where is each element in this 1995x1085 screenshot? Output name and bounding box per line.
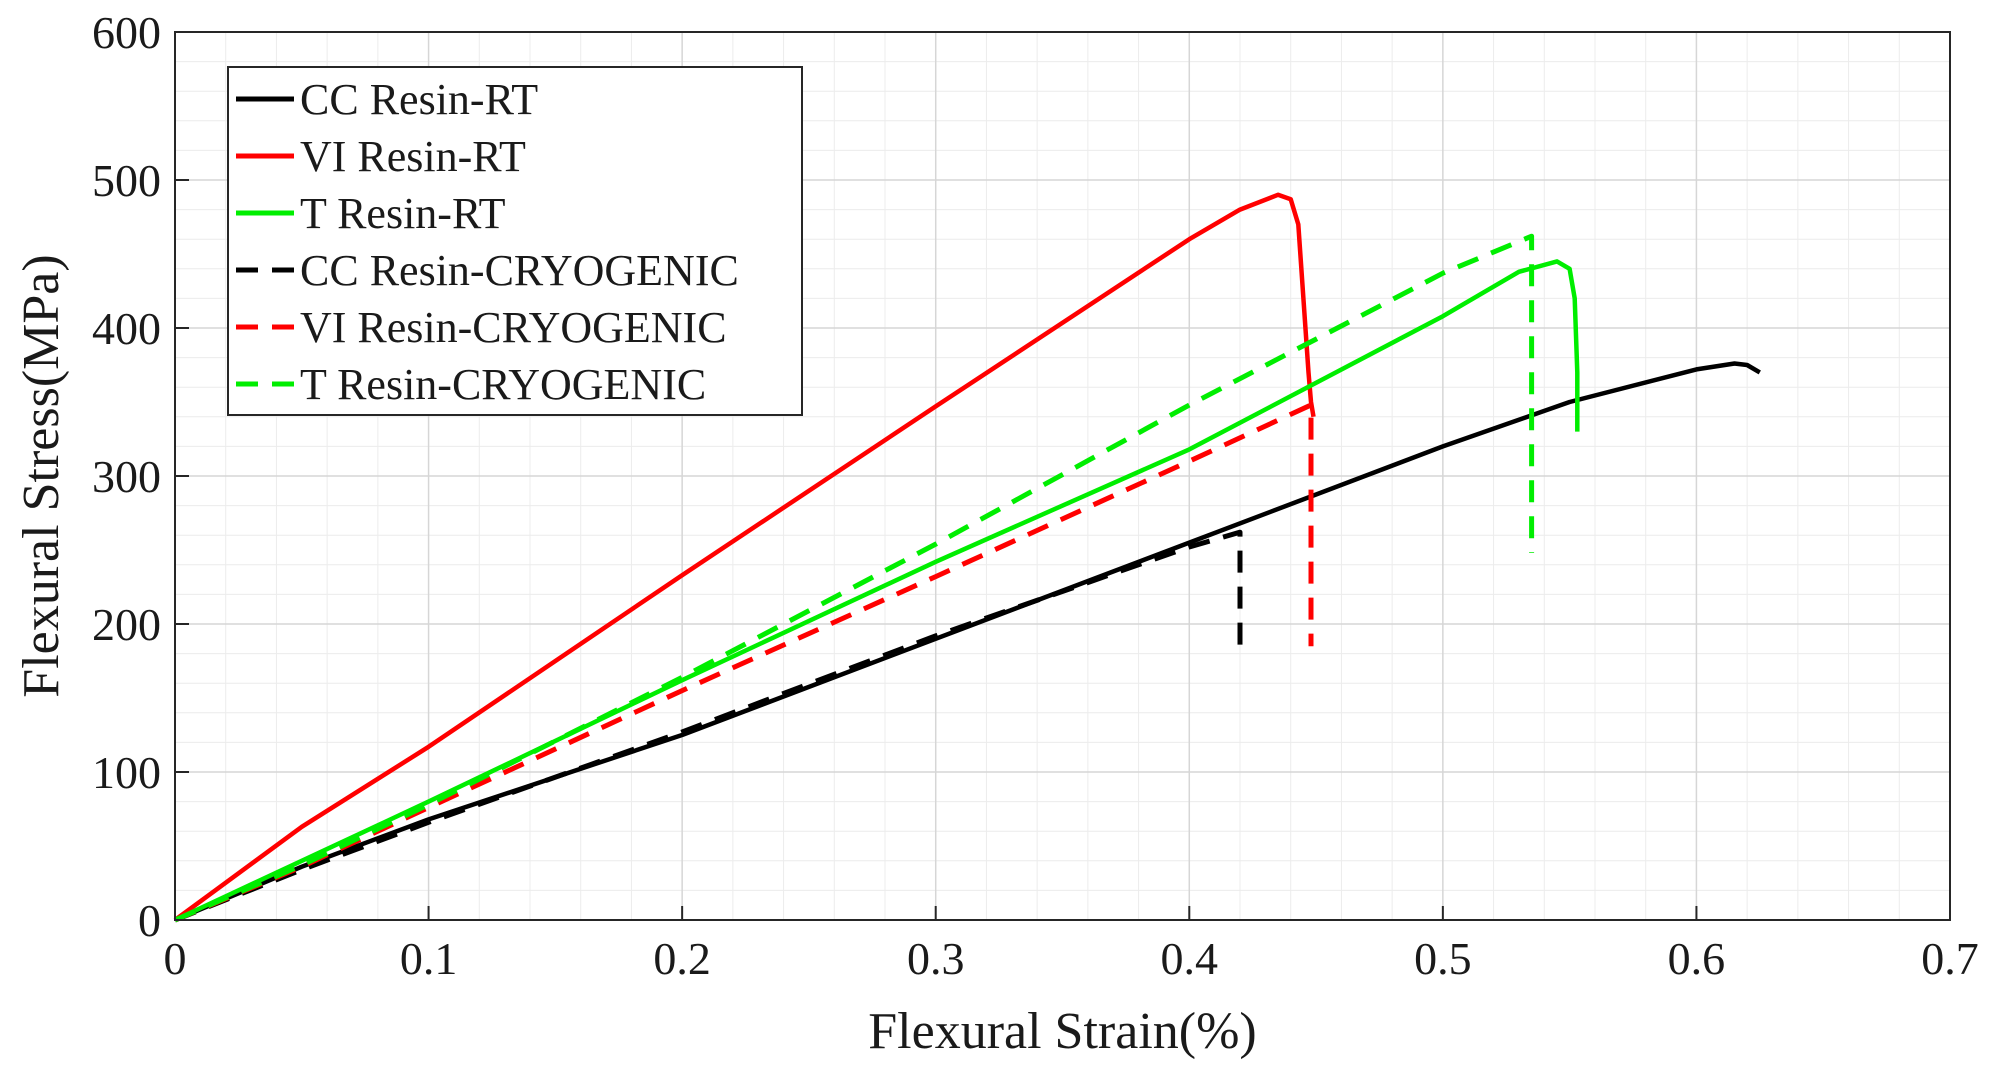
legend-label: VI Resin-RT [300, 132, 526, 181]
x-axis-title: Flexural Strain(%) [868, 1003, 1256, 1060]
legend-entry: CC Resin-RT [236, 75, 538, 124]
legend-label: T Resin-CRYOGENIC [300, 360, 706, 409]
x-tick-label: 0.2 [653, 933, 711, 984]
y-tick-label: 500 [92, 155, 161, 206]
legend-box [227, 66, 803, 416]
x-tick-label: 0.5 [1414, 933, 1472, 984]
y-tick-label: 400 [92, 303, 161, 354]
series-line-t-resin-rt [174, 259, 1580, 923]
legend-label: VI Resin-CRYOGENIC [300, 303, 727, 352]
x-tick-label: 0 [164, 933, 187, 984]
series-line-cc-resin-rt [174, 361, 1761, 923]
legend-entry: CC Resin-CRYOGENIC [236, 246, 739, 295]
legend-label: CC Resin-RT [300, 75, 538, 124]
legend-label: T Resin-RT [300, 189, 506, 238]
y-tick-label: 100 [92, 747, 161, 798]
y-tick-label: 200 [92, 599, 161, 650]
series-line-vi-resin-rt [173, 192, 1316, 922]
y-tick-label: 0 [138, 895, 161, 946]
legend-entry: VI Resin-RT [236, 132, 526, 181]
legend-entry: T Resin-RT [236, 189, 506, 238]
x-tick-label: 0.7 [1921, 933, 1979, 984]
series-line-cc-resin-cryogenic [174, 529, 1243, 923]
legend-label: CC Resin-CRYOGENIC [300, 246, 739, 295]
legend-entry: T Resin-CRYOGENIC [236, 360, 706, 409]
series-layer [173, 192, 1761, 923]
legend-entry: VI Resin-CRYOGENIC [236, 303, 727, 352]
x-tick-label: 0.3 [907, 933, 965, 984]
y-axis: 0 100 200 300 400 500 600 [92, 7, 189, 946]
y-axis-title: Flexural Stress(MPa) [13, 254, 70, 697]
x-tick-label: 0.6 [1668, 933, 1726, 984]
series-line-t-resin-cryogenic [174, 233, 1535, 923]
x-axis: 0 0.1 0.2 0.3 0.4 0.5 0.6 0.7 [164, 906, 1979, 984]
y-tick-label: 600 [92, 7, 161, 58]
x-tick-label: 0.1 [400, 933, 458, 984]
x-tick-label: 0.4 [1161, 933, 1219, 984]
legend: CC Resin-RT VI Resin-RT T Resin-RT CC Resin… [227, 66, 803, 416]
y-tick-label: 300 [92, 451, 161, 502]
